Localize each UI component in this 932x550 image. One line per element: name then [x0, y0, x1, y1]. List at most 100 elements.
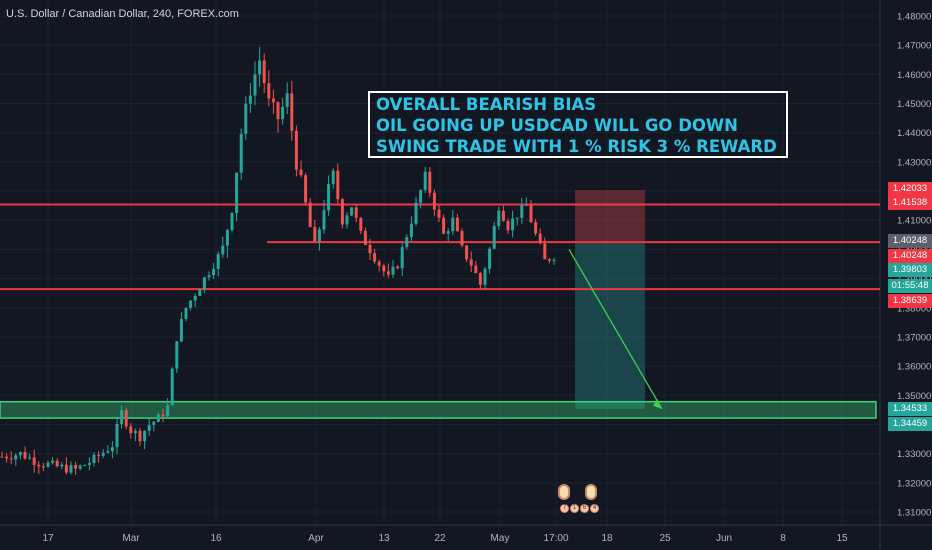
- candle-body: [262, 60, 266, 84]
- annotation-line-3: SWING TRADE WITH 1 % RISK 3 % REWARD: [376, 137, 777, 156]
- candle-body: [340, 199, 344, 225]
- economic-events[interactable]: 7 1 6 4: [556, 484, 604, 524]
- candle-body: [0, 456, 4, 458]
- y-tick-label: 1.46000: [897, 70, 931, 81]
- candle-body: [41, 466, 45, 468]
- candle-body: [511, 218, 515, 231]
- candle-body: [78, 465, 82, 469]
- candle-body: [92, 454, 96, 463]
- candle-body: [225, 229, 229, 246]
- candle-body: [156, 414, 160, 422]
- x-tick-label: 22: [434, 533, 446, 544]
- x-tick-label: 18: [601, 533, 613, 544]
- candle-body: [442, 217, 446, 234]
- candle-body: [455, 217, 459, 232]
- candle-body: [534, 222, 538, 234]
- candle-body: [276, 102, 280, 120]
- candle-body: [428, 171, 432, 193]
- candle-body: [478, 273, 482, 285]
- candle-body: [221, 245, 225, 255]
- candle-body: [377, 261, 381, 266]
- candle-body: [552, 259, 556, 261]
- candle-body: [69, 465, 73, 473]
- candle-body: [423, 171, 427, 191]
- candle-body: [382, 265, 386, 272]
- candle-body: [547, 259, 551, 261]
- candle-body: [497, 210, 501, 226]
- projection-arrow-head: [653, 398, 662, 409]
- candle-body: [239, 133, 243, 173]
- event-dot[interactable]: 1: [570, 504, 579, 513]
- event-dot[interactable]: 4: [590, 504, 599, 513]
- take-profit-zone: [575, 242, 645, 409]
- candle-body: [5, 456, 9, 459]
- candle-body: [400, 247, 404, 269]
- candle-body: [271, 98, 275, 103]
- candle-body: [87, 462, 91, 466]
- candle-body: [515, 217, 519, 219]
- event-dot[interactable]: 7: [560, 504, 569, 513]
- candle-body: [396, 266, 400, 269]
- candle-body: [543, 243, 547, 260]
- candle-body: [83, 465, 87, 467]
- candle-body: [115, 424, 119, 448]
- x-tick-label: 17: [42, 533, 54, 544]
- x-tick-label: 25: [659, 533, 671, 544]
- candle-body: [18, 452, 22, 456]
- candle-body: [120, 410, 124, 425]
- candle-body: [299, 169, 303, 176]
- y-tick-label: 1.36000: [897, 362, 931, 373]
- event-dot[interactable]: 6: [580, 504, 589, 513]
- price-tag: 1.40248: [888, 249, 932, 263]
- projection-arrow: [568, 249, 663, 410]
- candle-body: [28, 457, 32, 459]
- candle-body: [207, 275, 211, 278]
- support-zone: [0, 400, 877, 419]
- candle-body: [253, 74, 257, 96]
- candle-body: [281, 106, 285, 120]
- candle-body: [129, 426, 133, 434]
- candle-body: [267, 83, 271, 99]
- candle-body: [244, 103, 248, 134]
- candle-body: [193, 295, 197, 301]
- y-tick-label: 1.37000: [897, 332, 931, 343]
- candle-body: [469, 259, 473, 266]
- candle-body: [506, 220, 510, 231]
- candle-body: [419, 190, 423, 203]
- y-tick-label: 1.45000: [897, 99, 931, 110]
- candle-body: [189, 300, 193, 308]
- candle-body: [23, 452, 27, 459]
- candle-body: [55, 460, 59, 467]
- y-tick-label: 1.38000: [897, 303, 931, 314]
- candle-body: [101, 452, 105, 456]
- calendar-event-icon[interactable]: [585, 484, 597, 500]
- candle-body: [446, 231, 450, 234]
- candle-body: [258, 60, 262, 75]
- candle-body: [202, 277, 206, 290]
- stop-loss-zone: [575, 190, 645, 243]
- calendar-event-icon[interactable]: [558, 484, 570, 500]
- candle-body: [285, 93, 289, 107]
- x-tick-label: Jun: [716, 533, 732, 544]
- candle-body: [368, 244, 372, 254]
- candle-body: [161, 414, 165, 417]
- y-tick-label: 1.43000: [897, 157, 931, 168]
- trade-idea-annotation[interactable]: OVERALL BEARISH BIAS OIL GOING UP USDCAD…: [368, 91, 788, 158]
- price-tag: 1.38639: [888, 294, 932, 308]
- x-tick-label: 15: [836, 533, 848, 544]
- y-tick-label: 1.33000: [897, 449, 931, 460]
- candle-body: [483, 268, 487, 285]
- candle-body: [465, 245, 469, 260]
- candle-body: [308, 202, 312, 228]
- candle-body: [198, 289, 202, 296]
- price-tag: 01:55:48: [888, 279, 932, 293]
- annotation-line-2: OIL GOING UP USDCAD WILL GO DOWN: [376, 116, 738, 135]
- price-tag: 1.34533: [888, 402, 932, 416]
- y-tick-label: 1.44000: [897, 128, 931, 139]
- x-tick-label: 13: [378, 533, 390, 544]
- candle-body: [331, 170, 335, 184]
- candle-body: [405, 237, 409, 248]
- candle-body: [166, 405, 170, 417]
- candle-body: [97, 454, 101, 456]
